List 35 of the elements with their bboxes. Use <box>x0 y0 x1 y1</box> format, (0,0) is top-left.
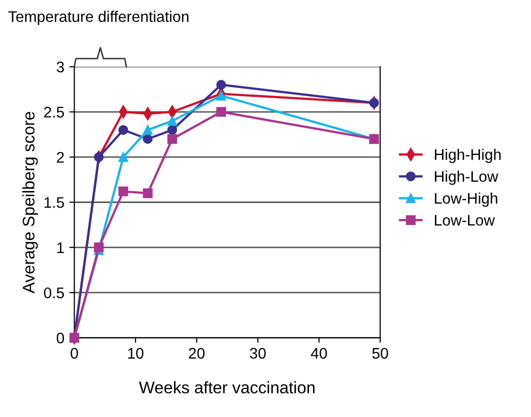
text: Temperature differentiation <box>8 10 188 26</box>
x-tick-label: 30 <box>250 348 266 359</box>
point <box>216 80 226 90</box>
point <box>369 98 379 108</box>
y-tick-label: 2 <box>56 152 64 163</box>
point <box>118 186 128 196</box>
y-tick-label: 0.5 <box>44 287 64 298</box>
x-tick-label: 0 <box>70 348 78 359</box>
point <box>142 188 153 198</box>
y-tick-label: 0 <box>56 332 64 344</box>
legend-label: High-High <box>434 148 501 163</box>
y-tick-label: 3 <box>56 62 64 72</box>
point <box>142 125 153 135</box>
point <box>216 107 226 117</box>
legend-label: High-Low <box>434 170 498 185</box>
point <box>118 125 128 135</box>
point <box>118 152 128 162</box>
x-tick-label: 10 <box>128 348 144 359</box>
x-tick-label: 20 <box>188 348 205 359</box>
point <box>167 125 178 135</box>
point <box>94 242 104 252</box>
point <box>142 134 153 144</box>
point <box>94 152 104 162</box>
x-axis-title: Weeks after vaccination <box>139 381 315 394</box>
y-tick-label: 1 <box>57 242 64 253</box>
x-tick-label: 40 <box>310 348 327 359</box>
legend-label: Low-High <box>434 192 498 207</box>
x-tick-label: 50 <box>372 348 388 359</box>
y-tick-label: 2.5 <box>44 106 64 118</box>
point <box>167 134 178 144</box>
legend-label: Low-Low <box>434 214 495 226</box>
point <box>167 116 178 126</box>
y-axis-title: Average Speilberg score <box>22 112 38 294</box>
y-tick-label: 1.5 <box>44 197 64 208</box>
point <box>216 90 226 100</box>
